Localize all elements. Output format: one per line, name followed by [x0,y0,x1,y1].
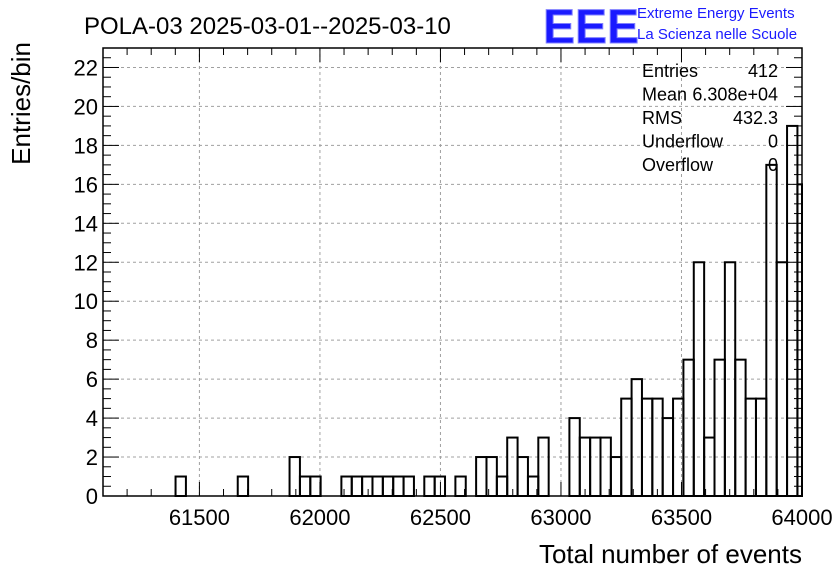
y-tick-label: 8 [86,328,98,353]
histogram-bin [578,436,592,497]
stats-value: 412 [748,61,778,81]
histogram-bin [236,475,250,497]
x-tick-label: 63000 [530,505,591,530]
y-tick-label: 14 [74,211,98,236]
histogram-bin [682,358,695,497]
histogram-bin [744,397,757,498]
histogram-bin [506,436,519,497]
x-tick-label: 62000 [289,505,350,530]
stats-label: Overflow [642,155,714,175]
histogram-bin [589,436,602,497]
eee-logo: EEE Extreme Energy Events La Scienza nel… [543,1,798,55]
histogram-bin [703,436,716,497]
tick-labels: 61500 62000 62500 63000 63500 64000 0 2 4 6 8 10 12 1… [74,55,833,530]
y-tick-label: 6 [86,367,98,392]
logo-line-2: La Scienza nelle Scuole [637,26,797,43]
histogram-bin [174,475,187,497]
histogram-bin [609,456,623,498]
x-tick-label: 61500 [169,505,230,530]
y-tick-label: 0 [86,484,98,509]
y-tick-label: 12 [74,250,98,275]
histogram-bin [361,475,374,497]
histogram-bin [640,397,654,498]
histogram-bin [309,475,322,497]
stats-value: 6.308e+04 [692,85,778,105]
histogram-bin [630,378,643,497]
y-tick-label: 2 [86,445,98,470]
histogram-bin [392,475,405,497]
histogram-bin [765,163,778,497]
y-tick-label: 18 [74,133,98,158]
histogram-bin [754,397,768,498]
stats-value: 0 [768,155,778,175]
histogram-bin [402,475,415,497]
x-tick-label: 62500 [410,505,471,530]
y-tick-label: 22 [74,55,98,80]
y-tick-label: 16 [74,172,98,197]
x-tick-label: 64000 [771,505,832,530]
histogram-bin [298,475,312,497]
stats-value: 0 [768,132,778,152]
histogram-bin [381,475,395,497]
histogram-bin [651,397,664,498]
stats-label: Underflow [642,132,724,152]
histogram-bin [495,475,509,497]
stats-label: Mean [642,85,687,105]
y-axis-label: Entries/bin [6,42,36,165]
y-tick-label: 4 [86,406,98,431]
histogram-bin [485,456,498,498]
histogram-bin [288,456,301,498]
histogram-bin [516,456,529,498]
histogram-bin [620,397,633,498]
histogram-bin [340,475,353,497]
histogram-bin [713,358,726,497]
histogram-bin [475,456,488,498]
y-tick-label: 20 [74,94,98,119]
stats-value: 432.3 [733,108,778,128]
stats-label: Entries [642,61,698,81]
histogram-bin [599,436,612,497]
x-tick-label: 63500 [651,505,712,530]
chart-title: POLA-03 2025-03-01--2025-03-10 [84,13,451,40]
eee-logo-mark: EEE [543,1,639,54]
histogram-bins [174,124,804,498]
plot-frame [102,47,803,497]
histogram-bin [371,475,384,497]
stats-box: Entries 412 Mean 6.308e+04 RMS 432.3 Underflow… [642,61,778,175]
histogram-bin [423,475,436,497]
histogram-bin [433,475,447,497]
histogram-bin [537,436,550,497]
axes [102,47,803,497]
logo-line-1: Extreme Energy Events [637,5,795,22]
x-axis-label: Total number of events [539,539,802,569]
stats-label: RMS [642,108,682,128]
histogram-bin [734,358,747,497]
grid-lines [103,48,803,497]
histogram-bin [350,475,364,497]
y-tick-label: 10 [74,289,98,314]
